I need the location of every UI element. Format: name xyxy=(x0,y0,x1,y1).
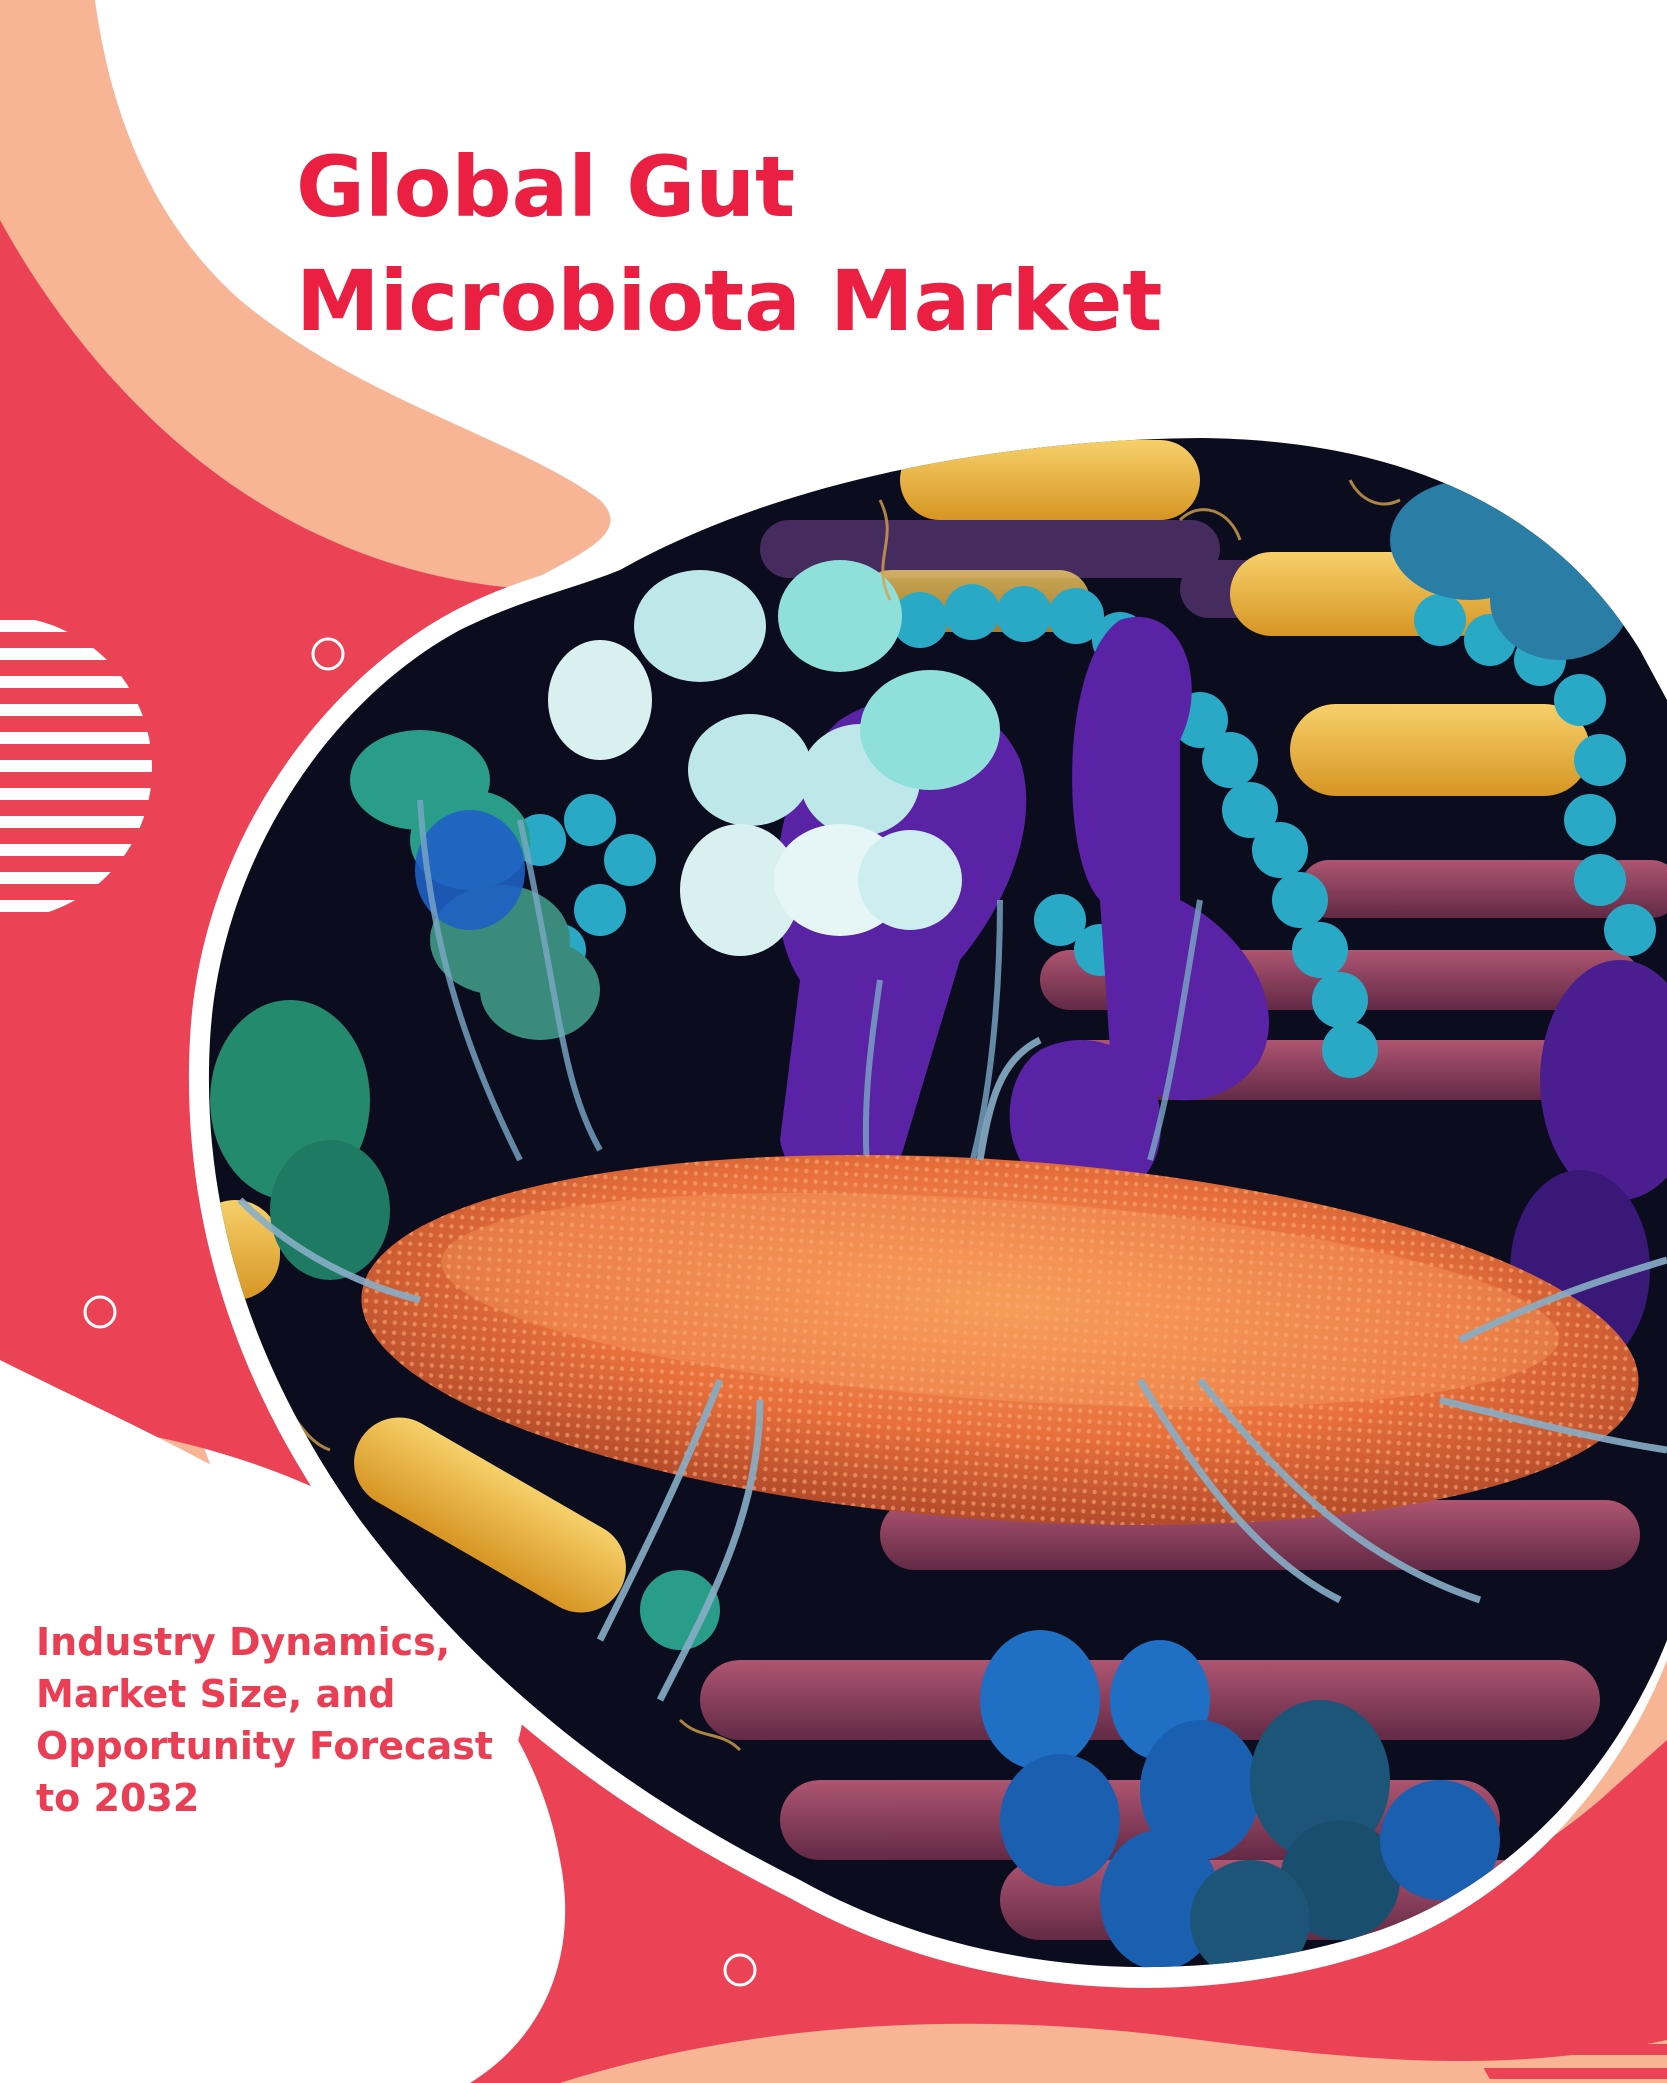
decor-ring xyxy=(723,1953,757,1987)
report-subtitle-line-1: Industry Dynamics, xyxy=(36,1620,451,1664)
report-title-line-2: Microbiota Market xyxy=(296,252,1163,350)
decor-ring xyxy=(311,637,345,671)
peach-bottom-swoosh xyxy=(560,2023,1667,2083)
report-subtitle: Industry Dynamics, Market Size, and Oppo… xyxy=(36,1616,493,1824)
report-subtitle-line-4: to 2032 xyxy=(36,1776,200,1820)
orange-bacterium xyxy=(361,1154,1639,1526)
white-left-lobe xyxy=(0,1360,566,2083)
report-subtitle-line-3: Opportunity Forecast xyxy=(36,1724,494,1768)
report-subtitle-line-2: Market Size, and xyxy=(36,1672,396,1716)
bottom-left-striped-fragment xyxy=(0,2014,75,2068)
report-title: Global Gut Microbiota Market xyxy=(296,130,1162,358)
report-title-line-1: Global Gut xyxy=(296,138,796,236)
gut-bacteria-illustration xyxy=(208,438,1667,1968)
bottom-right-striped-semicircle xyxy=(1470,1900,1667,2079)
decor-ring xyxy=(83,1295,117,1329)
